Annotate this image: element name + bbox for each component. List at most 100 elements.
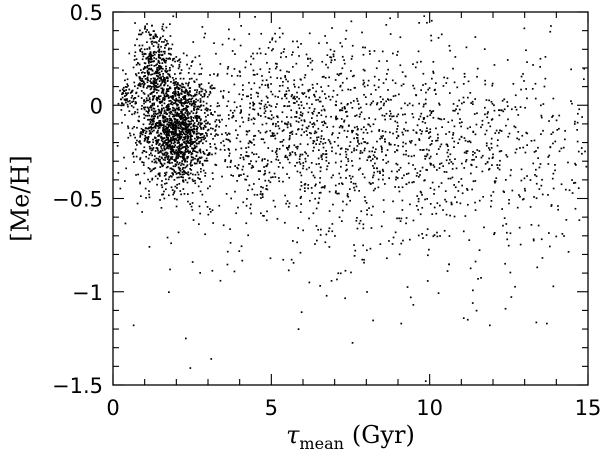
data-point xyxy=(474,209,477,211)
data-point xyxy=(178,183,181,185)
data-point xyxy=(446,77,449,80)
data-point xyxy=(252,57,255,60)
data-point xyxy=(158,60,160,63)
data-point xyxy=(179,133,181,136)
data-point xyxy=(288,105,291,107)
data-point xyxy=(193,100,195,102)
data-point xyxy=(301,153,304,156)
data-point xyxy=(157,149,159,152)
data-point xyxy=(203,112,206,114)
data-point xyxy=(156,72,159,74)
data-point xyxy=(396,163,399,166)
data-point xyxy=(474,36,477,38)
data-point xyxy=(300,195,302,198)
data-point xyxy=(181,86,183,88)
data-point xyxy=(187,105,190,108)
data-point xyxy=(180,69,183,71)
data-point xyxy=(173,57,176,60)
data-point xyxy=(146,65,149,67)
data-point xyxy=(177,134,180,137)
data-point xyxy=(432,110,435,112)
data-point xyxy=(419,115,422,118)
data-point xyxy=(458,108,461,111)
data-point xyxy=(146,114,149,117)
data-point xyxy=(171,97,174,100)
data-point xyxy=(168,73,171,76)
data-point xyxy=(422,84,424,86)
data-point xyxy=(448,263,450,266)
data-point xyxy=(438,167,441,169)
data-point xyxy=(392,52,394,55)
data-point xyxy=(378,108,381,111)
data-point xyxy=(288,138,291,141)
data-point xyxy=(153,85,155,88)
data-point xyxy=(279,85,281,87)
data-point xyxy=(209,146,212,148)
data-point xyxy=(542,103,545,105)
data-point xyxy=(248,113,251,116)
data-point xyxy=(532,162,535,165)
data-point xyxy=(511,189,514,192)
data-point xyxy=(372,182,374,184)
data-point xyxy=(296,100,298,103)
data-point xyxy=(163,94,166,96)
data-point xyxy=(285,78,287,81)
data-point xyxy=(498,164,501,166)
data-point xyxy=(366,159,369,161)
data-point xyxy=(185,133,187,136)
data-point xyxy=(277,96,279,98)
data-point xyxy=(171,59,174,62)
data-point xyxy=(184,146,187,148)
data-point xyxy=(201,96,204,98)
data-point xyxy=(138,120,140,123)
data-point xyxy=(288,154,291,157)
data-point xyxy=(265,130,268,133)
data-point xyxy=(155,88,158,91)
data-point xyxy=(386,149,389,151)
data-point xyxy=(212,114,214,116)
data-point xyxy=(193,108,195,111)
data-point xyxy=(160,184,163,186)
data-point xyxy=(456,201,458,204)
data-point xyxy=(418,118,420,121)
data-point xyxy=(198,132,200,135)
data-point xyxy=(487,122,490,124)
data-point xyxy=(415,132,418,134)
data-point xyxy=(423,179,425,182)
data-point xyxy=(245,130,248,132)
data-point xyxy=(134,111,136,113)
data-point xyxy=(191,128,194,131)
data-point xyxy=(300,203,302,205)
data-point xyxy=(456,86,459,89)
data-point xyxy=(275,106,277,108)
data-point xyxy=(394,151,396,153)
data-point xyxy=(247,95,249,98)
data-point xyxy=(474,201,476,204)
data-point xyxy=(171,156,174,158)
data-point xyxy=(271,37,274,39)
data-point xyxy=(525,49,527,52)
data-point xyxy=(382,178,384,181)
data-point xyxy=(156,86,158,89)
data-point xyxy=(573,123,576,125)
data-point xyxy=(291,133,294,135)
data-point xyxy=(284,93,286,96)
data-point xyxy=(156,41,158,44)
data-point xyxy=(163,110,166,113)
data-point xyxy=(195,91,198,94)
data-point xyxy=(127,84,129,87)
data-point xyxy=(135,92,137,95)
data-point xyxy=(157,172,160,175)
data-point xyxy=(459,118,461,120)
data-point xyxy=(165,76,168,79)
data-point xyxy=(138,141,141,144)
data-point xyxy=(319,234,322,236)
data-point xyxy=(150,73,152,76)
data-point xyxy=(249,207,251,210)
data-point xyxy=(476,149,479,151)
data-point xyxy=(143,62,146,64)
data-point xyxy=(158,172,161,175)
data-point xyxy=(277,121,279,123)
data-point xyxy=(325,156,328,159)
data-point xyxy=(304,183,306,186)
